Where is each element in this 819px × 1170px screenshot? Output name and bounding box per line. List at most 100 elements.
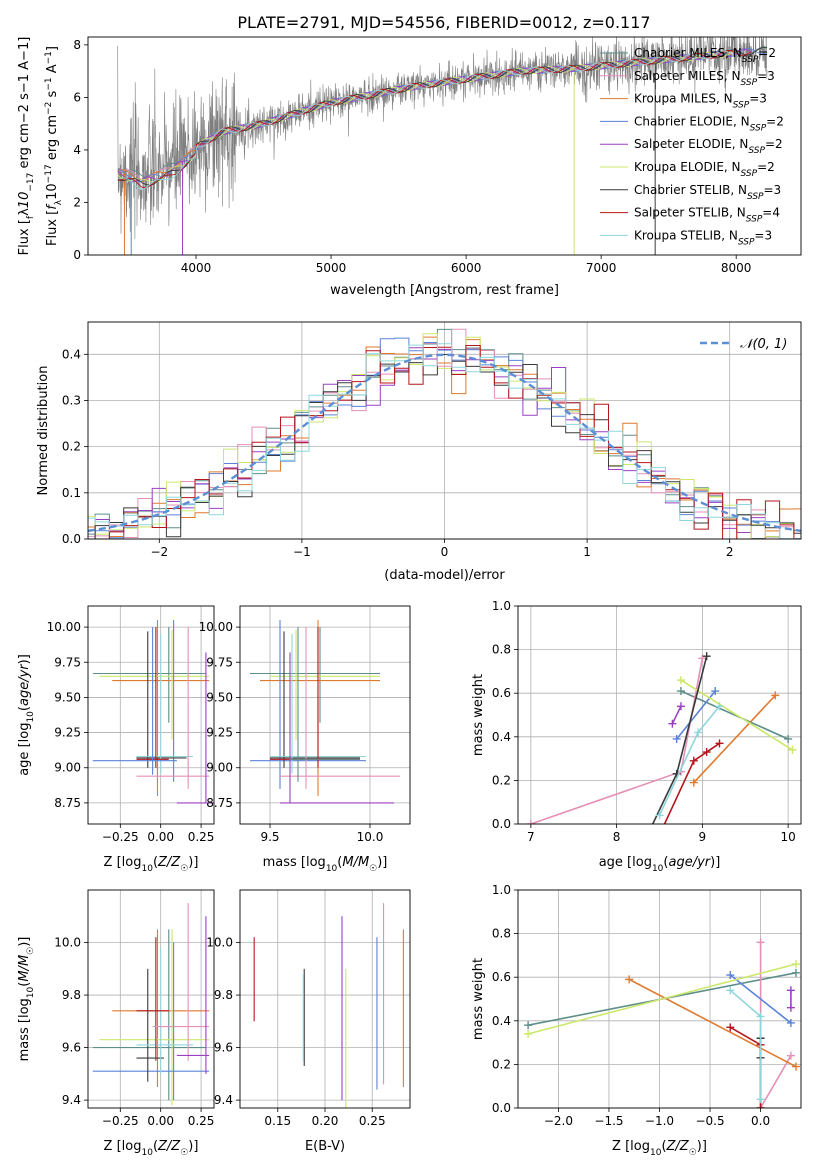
y-axis-label-part: Flux [ xyxy=(45,210,60,246)
y-tick-label: 0.1 xyxy=(62,486,81,500)
weight-marker xyxy=(656,831,664,839)
weight-marker xyxy=(786,1003,795,1012)
legend-label: Salpeter MILES, NSSP=3 xyxy=(634,69,775,88)
panel-mass-vs-EBV: 0.15 0.20 0.25 9.4 9.6 9.8 10.0 E(B-V) xyxy=(206,889,411,1154)
y-axis-label-part: ( xyxy=(17,982,32,987)
weight-line xyxy=(693,694,776,784)
weight-marker xyxy=(791,1062,800,1071)
panel-age-vs-Z: −0.25 0.00 0.25 8.75 9.00 9.25 9.50 9.75 10.00 Z … xyxy=(17,605,215,874)
y-tick-label: 0.2 xyxy=(62,440,81,454)
x-axis-label-part: ( xyxy=(153,1139,158,1154)
legend-label-main: Chabrier STELIB, N xyxy=(634,183,747,197)
weight-line xyxy=(671,705,682,725)
legend-label: Kroupa STELIB, NSSP=3 xyxy=(634,228,772,247)
plot-area-mass-vs-EBV xyxy=(253,903,404,1108)
legend-label-sub: SSP xyxy=(742,55,759,65)
y-axis-label-part: age/yr xyxy=(17,663,32,706)
x-axis-label-part: Z/Z xyxy=(666,1139,690,1154)
y-axis-label-part: −1 xyxy=(17,42,32,61)
histogram-step-series xyxy=(88,343,801,539)
x-axis-label-part: )] xyxy=(377,855,387,870)
legend-label-sub: SSP xyxy=(738,237,755,247)
y-axis-label-part: mass [log xyxy=(17,998,32,1061)
x-axis-label-part: 10 xyxy=(141,1148,153,1158)
legend-label: Kroupa ELODIE, NSSP=2 xyxy=(634,160,775,179)
y-tick-label: 10.00 xyxy=(199,620,233,634)
y-tick-label: 10.00 xyxy=(47,620,81,634)
weight-marker xyxy=(786,1051,795,1060)
y-tick-label: 9.8 xyxy=(214,988,233,1002)
legend-label-tail: =3 xyxy=(757,69,775,83)
x-tick-label: 0.20 xyxy=(312,1114,339,1128)
x-axis-label: Z [log10(Z/Z☉)] xyxy=(612,1139,707,1158)
x-tick-label: 0.25 xyxy=(359,1114,386,1128)
y-axis-label-part: M/M xyxy=(17,955,32,982)
model-spectrum-line xyxy=(117,49,735,183)
legend-label: Chabrier ELODIE, NSSP=2 xyxy=(634,114,784,133)
y-axis-label-part: λ xyxy=(17,208,32,216)
x-axis-label-part: M/M xyxy=(342,855,369,870)
weight-line xyxy=(729,989,762,1100)
x-axis-label-part: )] xyxy=(188,855,198,870)
weight-marker xyxy=(702,748,711,757)
x-axis-label-part: mass [log xyxy=(263,855,326,870)
weight-marker xyxy=(726,986,735,995)
y-axis-label-part: λ xyxy=(54,199,64,205)
panel-mass-vs-Z: −0.25 0.00 0.259.49.69.810.0Z [log10(Z/Z☉)… xyxy=(17,889,215,1158)
x-tick-label: −1.0 xyxy=(645,1114,674,1128)
y-tick-label: 9.25 xyxy=(206,726,233,740)
x-tick-label: 7 xyxy=(527,830,535,844)
y-axis-label-part: )] xyxy=(17,654,32,664)
y-axis-label: mass [log10(M/M☉)] xyxy=(17,937,36,1062)
weight-marker xyxy=(726,1023,735,1032)
x-axis-label-part: Z/Z xyxy=(157,855,181,870)
y-axis-label-part: ☉ xyxy=(26,947,36,955)
x-axis-label-part: Z/Z xyxy=(157,1139,181,1154)
weight-line xyxy=(663,742,720,824)
weight-marker xyxy=(771,691,780,700)
y-axis-label-part: f xyxy=(45,203,60,210)
legend-label-main: Chabrier MILES, N xyxy=(634,46,742,60)
y-tick-label: 9.8 xyxy=(62,988,81,1002)
legend-label-tail: =4 xyxy=(762,206,780,220)
legend-label: Kroupa MILES, NSSP=3 xyxy=(634,92,767,111)
x-tick-label: 0.00 xyxy=(147,830,174,844)
axes-frame xyxy=(517,889,802,1109)
weight-marker xyxy=(715,739,724,748)
y-axis-label-part: age [log xyxy=(17,723,32,776)
model-spectrum-line xyxy=(117,50,735,191)
legend-label-tail: =3 xyxy=(749,92,767,106)
x-axis-label-part: 10 xyxy=(652,864,664,874)
y-axis-label: Normed distribution xyxy=(36,366,51,496)
legend-label-sub: SSP xyxy=(746,215,763,225)
y-tick-label: 0.4 xyxy=(62,347,81,361)
y-tick-label: 0.8 xyxy=(492,927,511,941)
weight-line xyxy=(680,679,793,751)
legend-label-sub: SSP xyxy=(747,192,764,202)
weight-marker xyxy=(711,687,720,696)
axes-frame xyxy=(517,605,802,825)
y-tick-label: 1.0 xyxy=(492,599,511,613)
weight-marker xyxy=(689,778,698,787)
x-axis-label-part: ( xyxy=(153,855,158,870)
x-axis-label-part: age/yr xyxy=(668,855,711,870)
weight-marker xyxy=(791,960,800,969)
x-tick-label: −1.5 xyxy=(594,1114,623,1128)
y-tick-label: 0.4 xyxy=(492,730,511,744)
legend-label-tail: =2 xyxy=(766,114,784,128)
x-tick-label: 0.25 xyxy=(188,1114,215,1128)
y-axis-label-part: s xyxy=(45,90,60,101)
axes-frame xyxy=(239,605,411,825)
x-tick-label: 4000 xyxy=(181,261,212,275)
weight-marker xyxy=(694,728,703,737)
residuals-legend: 𝒩(0, 1) xyxy=(700,337,787,352)
x-tick-label: 7000 xyxy=(586,261,617,275)
y-tick-label: 6 xyxy=(73,90,81,104)
y-axis-label-part: −2 xyxy=(44,102,54,115)
weight-marker xyxy=(676,687,685,696)
x-tick-label: −0.5 xyxy=(695,1114,724,1128)
weight-marker xyxy=(698,654,707,663)
x-tick-label: 0.00 xyxy=(147,1114,174,1128)
panel-spectrum: 4000 5000 6000 7000 8000 0 2 4 6 8 Chabrier MILES,… xyxy=(17,36,802,298)
